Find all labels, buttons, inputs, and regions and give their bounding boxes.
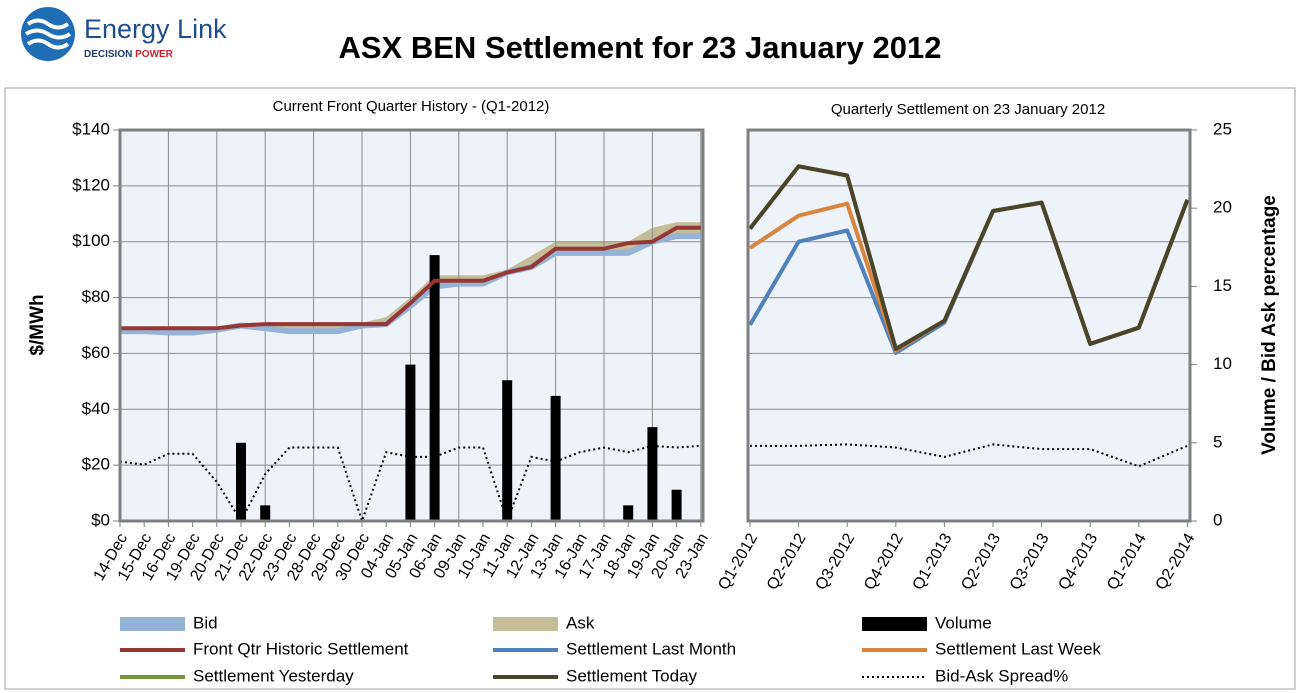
legend-item: Settlement Yesterday	[120, 666, 354, 685]
volume-bar	[550, 395, 561, 521]
y2-tick-label: 20	[1213, 198, 1232, 217]
legend-item: Settlement Last Week	[862, 639, 1101, 658]
logo-tag-1: DECISION	[84, 49, 132, 60]
volume-bar	[236, 442, 246, 521]
y-tick-label: $120	[72, 175, 110, 194]
logo-tag: DECISION POWER	[84, 49, 174, 60]
panel-gap	[703, 130, 748, 521]
volume-bar	[502, 380, 513, 521]
y-tick-label: $0	[91, 510, 110, 529]
logo-name: Energy Link	[84, 14, 227, 44]
y-axis-label: $/MWh	[27, 294, 48, 355]
legend-item: Settlement Today	[493, 666, 698, 685]
legend-label: Settlement Today	[566, 666, 698, 685]
spread-line	[750, 443, 1188, 468]
series-line	[120, 225, 701, 331]
legend-swatch	[120, 617, 185, 631]
legend-swatch	[493, 617, 558, 631]
y2-axis-label: Volume / Bid Ask percentage	[1259, 195, 1280, 455]
y2-tick-label: 15	[1213, 276, 1232, 295]
logo-waves	[24, 18, 72, 50]
legend-label: Settlement Last Month	[566, 639, 736, 658]
y2-tick-label: 5	[1213, 432, 1222, 451]
y2-tick-label: 0	[1213, 510, 1222, 529]
volume-bar	[405, 364, 416, 521]
volume-bar	[623, 505, 634, 521]
volume-bar	[429, 255, 440, 521]
y-tick-label: $40	[82, 399, 110, 418]
y-tick-label: $140	[72, 119, 110, 138]
legend-label: Front Qtr Historic Settlement	[193, 639, 409, 658]
legend-label: Bid	[193, 613, 218, 632]
legend-label: Ask	[566, 613, 595, 632]
spread-line	[119, 444, 701, 525]
legend-item: Bid-Ask Spread%	[862, 666, 1068, 685]
legend-label: Bid-Ask Spread%	[935, 666, 1068, 685]
y-tick-label: $100	[72, 231, 110, 250]
y-tick-label: $60	[82, 343, 110, 362]
volume-bar	[671, 489, 682, 521]
legend-item: Volume	[862, 613, 992, 632]
logo-tag-2: POWER	[135, 49, 174, 60]
y2-tick-label: 25	[1213, 119, 1232, 138]
plot-area	[748, 130, 1190, 521]
legend-item: Front Qtr Historic Settlement	[120, 639, 409, 658]
legend-item: Bid	[120, 613, 218, 632]
legend-item: Ask	[493, 613, 595, 632]
y-tick-label: $80	[82, 287, 110, 306]
panel-subtitle: Current Front Quarter History - (Q1-2012…	[273, 98, 550, 115]
legend-label: Settlement Yesterday	[193, 666, 354, 685]
legend-label: Volume	[935, 613, 992, 632]
volume-bar	[260, 505, 271, 521]
plot-border	[746, 128, 1192, 523]
panel-subtitle: Quarterly Settlement on 23 January 2012	[831, 101, 1105, 118]
legend-swatch	[862, 617, 927, 631]
legend-label: Settlement Last Week	[935, 639, 1101, 658]
volume-bar	[647, 427, 658, 521]
logo: Energy Link DECISION POWER	[21, 7, 227, 61]
y2-tick-label: 10	[1213, 354, 1232, 373]
series-line	[748, 164, 1190, 351]
legend-item: Settlement Last Month	[493, 639, 736, 658]
y-tick-label: $20	[82, 455, 110, 474]
chart-title: ASX BEN Settlement for 23 January 2012	[338, 30, 941, 65]
plot-border	[118, 128, 705, 523]
